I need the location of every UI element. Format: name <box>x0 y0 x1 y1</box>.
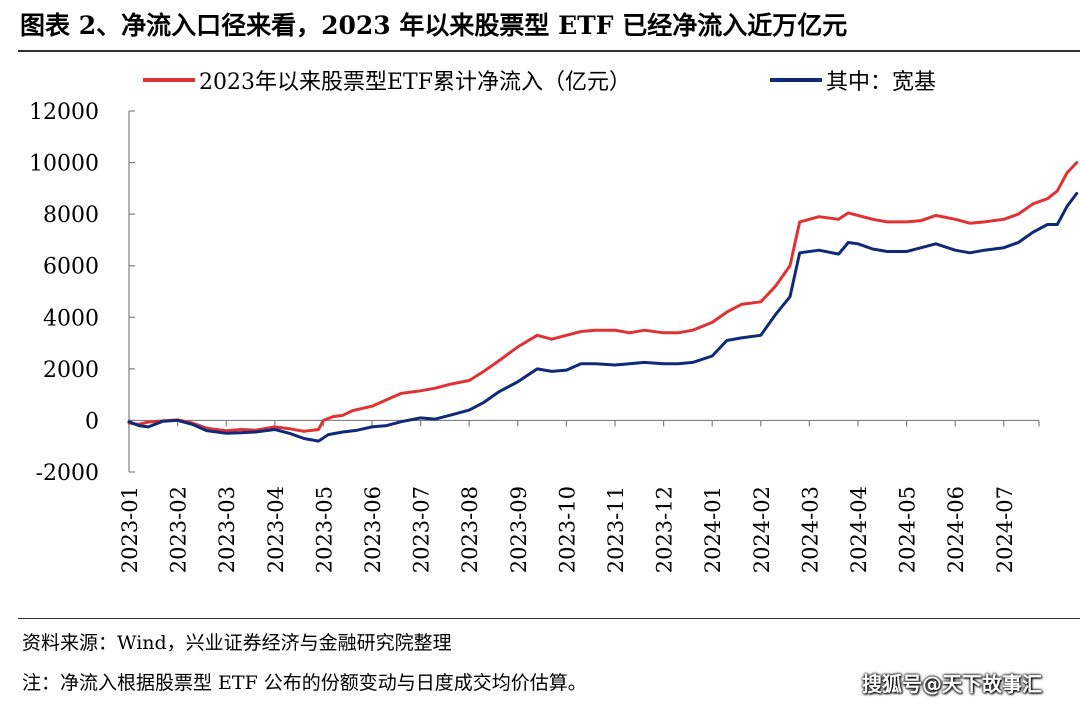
x-tick-label: 2023-02 <box>167 486 191 573</box>
x-tick-label: 2024-07 <box>993 486 1017 573</box>
x-tick-label: 2023-11 <box>604 486 628 573</box>
source-note: 资料来源：Wind，兴业证券经济与金融研究院整理 <box>22 632 452 654</box>
x-tick-label: 2024-01 <box>701 486 725 573</box>
y-axis: -2000 0 2000 4000 6000 8000 10000 12000 <box>29 100 135 486</box>
y-tick-label: 6000 <box>43 255 99 280</box>
series-line-broad-based <box>127 192 1079 443</box>
y-tick-label: 0 <box>85 409 99 434</box>
series-line-cumulative <box>127 161 1079 433</box>
x-tick-label: 2023-09 <box>507 486 531 573</box>
footer-divider <box>18 618 1080 619</box>
line-chart: 2023年以来股票型ETF累计净流入（亿元） 其中：宽基 -2000 0 2000 4… <box>29 70 1079 573</box>
x-tick-label: 2024-04 <box>847 486 871 573</box>
x-tick-label: 2024-03 <box>798 486 822 573</box>
x-tick-label: 2023-10 <box>555 486 579 573</box>
y-tick-label: 10000 <box>29 152 99 177</box>
x-tick-label: 2024-02 <box>750 486 774 573</box>
x-axis: 2023-01 2023-02 2023-03 2023-04 2023-05 2023-… <box>118 419 1040 573</box>
legend-label-cumulative: 2023年以来股票型ETF累计净流入（亿元） <box>199 70 631 95</box>
y-tick-label: 4000 <box>43 306 99 331</box>
methodology-note: 注：净流入根据股票型 ETF 公布的份额变动与日度成交均价估算。 <box>22 672 587 694</box>
x-tick-label: 2023-07 <box>410 486 434 573</box>
y-tick-label: 2000 <box>43 358 99 383</box>
chart-title: 图表 2、净流入口径来看，2023 年以来股票型 ETF 已经净流入近万亿元 <box>20 11 848 40</box>
title-divider <box>18 50 1080 52</box>
x-tick-label: 2024-05 <box>896 486 920 573</box>
y-tick-label: 8000 <box>43 203 99 228</box>
watermark: 搜狐号@天下故事汇 <box>862 672 1042 696</box>
x-tick-label: 2023-03 <box>215 486 239 573</box>
x-tick-label: 2023-12 <box>653 486 677 573</box>
x-tick-label: 2023-05 <box>312 486 336 573</box>
x-tick-label: 2023-01 <box>118 486 142 573</box>
x-tick-label: 2023-06 <box>361 486 385 573</box>
y-tick-label: -2000 <box>36 461 99 486</box>
x-tick-label: 2024-06 <box>944 486 968 573</box>
x-tick-label: 2023-04 <box>264 486 288 573</box>
series-layer <box>127 161 1079 443</box>
y-tick-label: 12000 <box>29 100 99 125</box>
x-tick-label: 2023-08 <box>458 486 482 573</box>
legend: 2023年以来股票型ETF累计净流入（亿元） 其中：宽基 <box>143 70 936 95</box>
legend-label-broad-based: 其中：宽基 <box>826 70 936 95</box>
